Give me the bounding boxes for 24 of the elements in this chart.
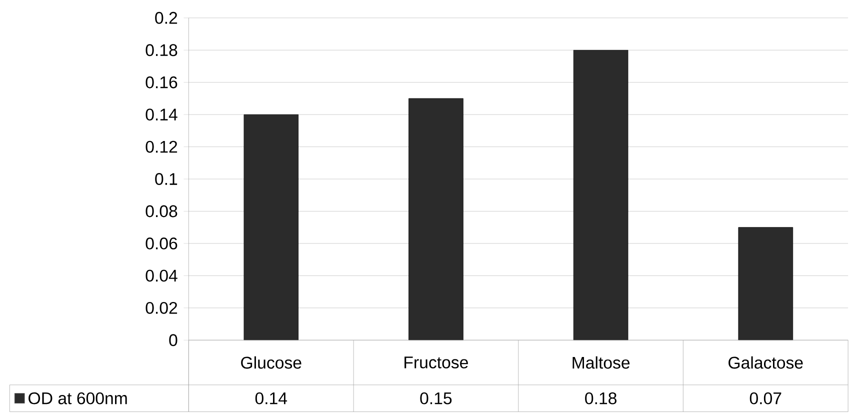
y-tick-label: 0.2	[155, 12, 178, 24]
bar	[738, 227, 794, 340]
y-tick-label: 0.04	[146, 270, 178, 282]
x-tick-label: Fructose	[404, 356, 468, 369]
y-tick-label: 0.16	[146, 76, 178, 88]
data-label: 0.18	[585, 392, 616, 404]
y-tick-label: 0.02	[146, 302, 178, 314]
data-label: 0.15	[420, 392, 452, 404]
y-tick-label: 0.1	[155, 173, 178, 186]
y-tick-label: 0.18	[146, 44, 178, 56]
y-tick-label: 0	[169, 334, 178, 346]
x-tick-label: Maltose	[572, 356, 630, 369]
y-tick-label: 0.06	[146, 238, 178, 250]
legend-label: OD at 600nm	[28, 392, 127, 404]
bar	[408, 98, 464, 340]
data-label: 0.07	[750, 392, 782, 404]
bar	[244, 114, 299, 340]
x-tick-label: Galactose	[728, 356, 803, 369]
y-tick-label: 0.08	[146, 205, 178, 218]
y-tick-label: 0.14	[146, 108, 178, 121]
x-tick-label: Glucose	[241, 356, 302, 369]
y-tick-label: 0.12	[146, 140, 178, 153]
data-label: 0.14	[255, 392, 288, 404]
bar	[573, 50, 628, 340]
